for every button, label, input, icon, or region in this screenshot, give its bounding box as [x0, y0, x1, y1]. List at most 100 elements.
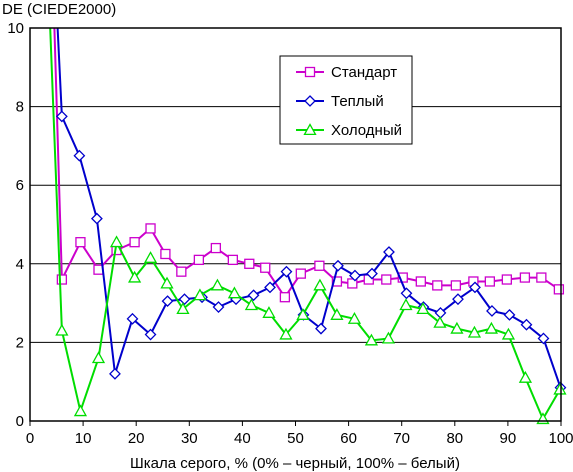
- data-point-square: [176, 266, 187, 277]
- data-point-diamond: [383, 246, 395, 258]
- data-point-diamond: [304, 95, 316, 107]
- data-point-triangle: [433, 315, 447, 328]
- data-point-diamond: [126, 312, 139, 325]
- data-point-triangle: [553, 382, 567, 395]
- series-triangle: [49, 27, 567, 425]
- y-tick-label: 8: [16, 99, 24, 116]
- legend-label: Стандарт: [331, 64, 397, 81]
- data-point-triangle: [313, 278, 327, 291]
- data-point-triangle: [364, 333, 379, 346]
- data-point-triangle: [416, 302, 430, 315]
- x-tick-label: 20: [128, 430, 145, 447]
- y-tick-label: 6: [16, 177, 24, 194]
- data-point-square: [484, 276, 495, 287]
- data-point-triangle: [467, 325, 482, 338]
- data-point-triangle: [501, 327, 516, 340]
- y-tick-label: 2: [16, 334, 24, 351]
- data-point-triangle: [227, 286, 242, 299]
- legend-label: Холодный: [331, 122, 402, 139]
- data-point-diamond: [90, 212, 103, 225]
- data-point-square: [279, 292, 291, 303]
- y-tick-label: 4: [16, 256, 24, 273]
- data-point-square: [295, 268, 306, 279]
- data-point-square: [260, 262, 271, 273]
- data-point-diamond: [280, 265, 293, 278]
- y-tick-label: 0: [16, 413, 24, 430]
- data-point-triangle: [381, 331, 396, 344]
- data-point-square: [450, 280, 462, 291]
- data-point-diamond: [144, 328, 157, 341]
- y-tick-label: 10: [7, 20, 24, 37]
- data-point-triangle: [450, 321, 464, 334]
- data-point-diamond: [503, 308, 516, 321]
- data-point-triangle: [244, 298, 259, 311]
- data-point-square: [536, 272, 547, 283]
- data-point-square: [519, 272, 531, 283]
- x-tick-label: 40: [234, 430, 251, 447]
- data-point-diamond: [55, 110, 68, 123]
- data-point-square: [381, 274, 392, 285]
- data-point-diamond: [366, 267, 378, 280]
- data-point-triangle: [484, 321, 499, 334]
- x-tick-label: 100: [548, 430, 573, 447]
- data-point-square: [553, 284, 565, 295]
- data-point-square: [347, 278, 358, 289]
- data-point-diamond: [332, 259, 344, 272]
- y-axis-label: DE (CIEDE2000): [2, 1, 116, 18]
- series-square: [53, 27, 565, 303]
- data-point-square: [75, 237, 86, 248]
- data-point-diamond: [537, 332, 550, 345]
- data-point-triangle: [303, 123, 317, 136]
- data-point-triangle: [536, 412, 550, 425]
- data-point-diamond: [178, 293, 191, 306]
- x-tick-label: 60: [340, 430, 357, 447]
- data-point-diamond: [349, 269, 361, 282]
- legend-label: Теплый: [331, 93, 384, 110]
- data-point-diamond: [452, 293, 464, 306]
- data-point-square: [501, 274, 512, 285]
- data-point-triangle: [128, 270, 142, 283]
- data-point-triangle: [518, 370, 533, 383]
- data-point-square: [193, 254, 205, 266]
- data-point-triangle: [347, 311, 362, 324]
- data-point-square: [227, 254, 238, 266]
- data-point-diamond: [486, 305, 498, 317]
- x-tick-label: 0: [26, 430, 34, 447]
- data-point-triangle: [262, 306, 276, 318]
- data-point-diamond: [520, 318, 533, 331]
- data-point-triangle: [160, 276, 174, 289]
- data-point-diamond: [400, 287, 413, 300]
- data-point-square: [210, 242, 222, 254]
- data-point-triangle: [109, 235, 124, 248]
- x-tick-label: 90: [500, 430, 517, 447]
- x-tick-label: 10: [75, 430, 92, 447]
- data-point-square: [331, 276, 343, 287]
- data-point-square: [304, 66, 316, 78]
- data-point-triangle: [91, 351, 106, 364]
- data-point-triangle: [193, 288, 207, 301]
- x-tick-label: 80: [446, 430, 463, 447]
- x-tick-label: 30: [181, 430, 198, 447]
- data-point-square: [314, 260, 325, 271]
- data-point-square: [432, 280, 443, 291]
- data-point-square: [160, 248, 171, 260]
- data-point-diamond: [109, 367, 121, 380]
- data-point-square: [56, 274, 68, 285]
- data-point-square: [129, 237, 140, 248]
- x-axis-label: Шкала серого, % (0% – черный, 100% – бел…: [130, 455, 460, 472]
- data-point-triangle: [296, 308, 310, 320]
- data-point-triangle: [55, 323, 69, 336]
- data-point-diamond: [212, 301, 225, 313]
- data-point-triangle: [399, 298, 413, 311]
- data-point-diamond: [315, 322, 327, 335]
- x-tick-labels: 0 10 20 30 40 50 60 70 80 90 100: [26, 421, 573, 447]
- data-point-diamond: [161, 295, 174, 308]
- data-point-diamond: [73, 149, 86, 162]
- data-point-diamond: [264, 281, 276, 294]
- data-point-triangle: [330, 308, 344, 320]
- x-tick-label: 70: [393, 430, 410, 447]
- data-point-triangle: [143, 251, 158, 263]
- data-point-diamond: [469, 281, 481, 294]
- legend: Стандарт Теплый Холодный: [279, 55, 413, 145]
